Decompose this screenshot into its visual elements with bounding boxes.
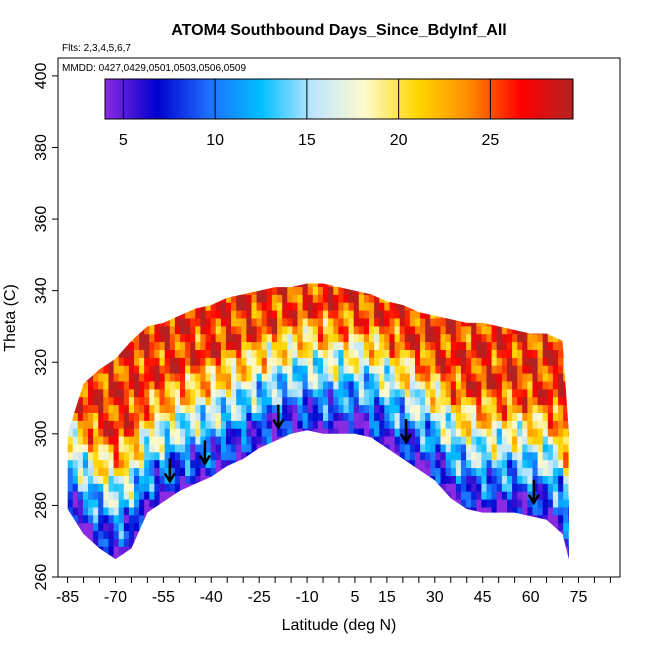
y-tick-label: 320 — [33, 349, 50, 376]
x-tick-label: -85 — [56, 589, 79, 606]
y-tick-label: 400 — [33, 62, 50, 89]
x-tick-label: 5 — [351, 589, 360, 606]
colorbar-tick-label: 10 — [206, 132, 224, 149]
x-tick-label: 45 — [474, 589, 492, 606]
chart-title: ATOM4 Southbound Days_Since_BdyInf_All — [171, 22, 506, 39]
x-tick-label: 60 — [522, 589, 540, 606]
y-tick-label: 360 — [33, 206, 50, 233]
x-tick-label: -40 — [200, 589, 223, 606]
heat-cells — [67, 283, 569, 560]
colorbar-tick-label: 25 — [482, 132, 500, 149]
colorbar-tick-label: 5 — [119, 132, 128, 149]
y-tick-label: 300 — [33, 420, 50, 447]
profile-arrows — [163, 404, 540, 506]
colorbar-gradient — [104, 78, 574, 120]
y-tick-label: 340 — [33, 277, 50, 304]
x-tick-label: -70 — [104, 589, 127, 606]
y-tick-label: 260 — [33, 564, 50, 591]
mmdd-note: MMDD: 0427,0429,0501,0503,0506,0509 — [62, 63, 246, 74]
colorbar: 5 10 15 20 25 — [104, 78, 574, 149]
flights-note: Flts: 2,3,4,5,6,7 — [62, 43, 131, 54]
x-axis-label: Latitude (deg N) — [282, 617, 397, 634]
colorbar-tick-label: 20 — [390, 132, 408, 149]
profile-arrow — [527, 479, 540, 506]
y-tick-label: 380 — [33, 134, 50, 161]
heatmap-layer — [67, 283, 569, 560]
y-tick-label: 280 — [33, 492, 50, 519]
x-tick-label: 15 — [378, 589, 396, 606]
x-tick-label: -55 — [152, 589, 175, 606]
x-tick-label: 75 — [570, 589, 588, 606]
x-tick-label: -25 — [248, 589, 271, 606]
y-axis-label: Theta (C) — [2, 284, 19, 352]
x-tick-label: -10 — [296, 589, 319, 606]
profile-arrow — [399, 418, 413, 445]
x-axis: -85 -70 -55 -40 -25 -10 5 15 30 45 60 75 — [56, 577, 611, 606]
y-axis: 260 280 300 320 340 360 380 400 — [33, 62, 58, 590]
profile-arrow — [163, 458, 176, 484]
profile-arrow — [198, 440, 211, 466]
x-tick-label: 30 — [426, 589, 444, 606]
profile-arrow — [272, 404, 285, 431]
colorbar-tick-label: 15 — [298, 132, 316, 149]
